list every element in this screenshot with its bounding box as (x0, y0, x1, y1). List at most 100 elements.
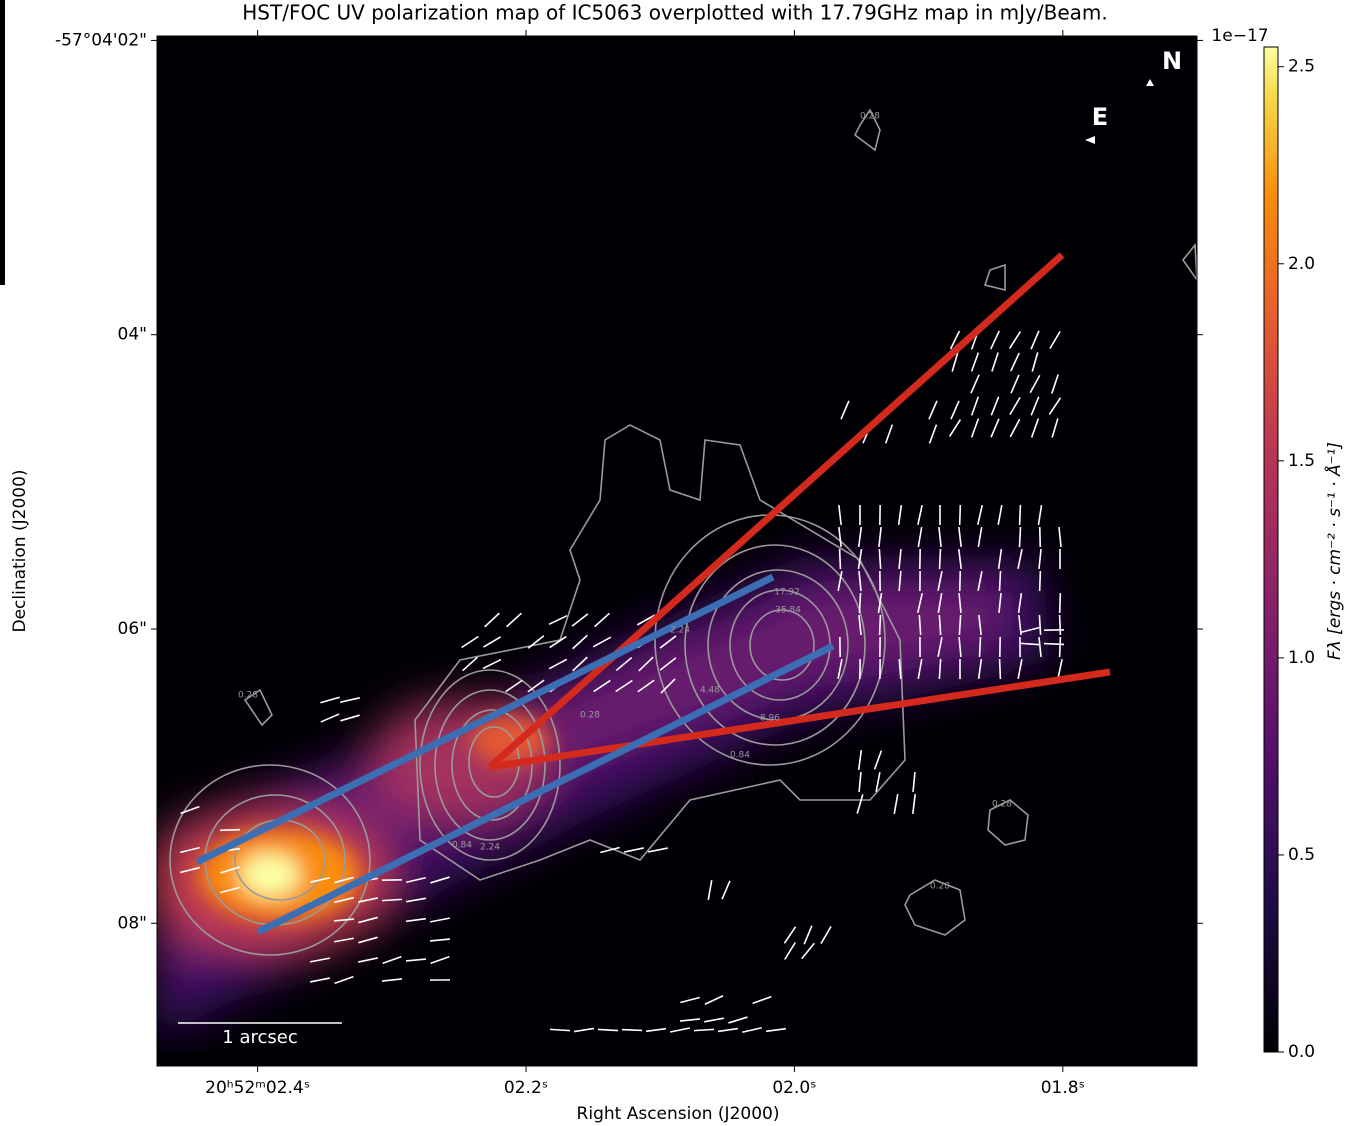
polarization-vector (938, 526, 942, 548)
polarization-vector (742, 1026, 762, 1034)
polarization-vector (660, 678, 676, 694)
polarization-vector (1018, 526, 1022, 548)
north-arrow (1146, 79, 1154, 86)
polarization-vector (958, 548, 962, 570)
polarization-vector (765, 1027, 787, 1033)
polarization-vector (728, 1016, 748, 1024)
polarization-vector (937, 571, 943, 591)
polarization-vector (1018, 504, 1022, 526)
polarization-vector (358, 916, 378, 924)
polarization-vector (838, 548, 842, 570)
polarization-vector (1058, 614, 1062, 636)
polarization-vector (461, 635, 479, 649)
y-tick-label: 06" (118, 619, 147, 639)
polarization-vector (320, 713, 340, 723)
y-tick-label: -57°04'02" (55, 30, 147, 50)
colorbar-tick-label: 2.5 (1288, 57, 1315, 77)
polarization-vector (928, 424, 938, 444)
polarization-vector (858, 592, 862, 614)
colorbar-tick-label: 0.0 (1288, 1042, 1315, 1062)
polarization-vector (937, 593, 943, 613)
polarization-vector (877, 592, 883, 614)
cone-edge (489, 668, 1111, 771)
polarization-vector (1009, 418, 1021, 438)
polarization-vector (1030, 330, 1040, 350)
polarization-vector (406, 897, 426, 903)
polarization-vector (897, 504, 903, 526)
polarization-vector (659, 657, 677, 671)
polarization-vector (997, 548, 1003, 570)
polarization-vector (659, 635, 677, 649)
polarization-vector (958, 504, 962, 526)
polarization-vector (358, 936, 378, 944)
polarization-vector (858, 771, 862, 793)
polarization-vector (1038, 548, 1042, 570)
polarization-vector (621, 1028, 643, 1032)
polarization-vector (721, 880, 731, 900)
polarization-vector (334, 937, 354, 943)
polarization-vector (998, 658, 1002, 680)
polarization-vector (310, 977, 330, 983)
polarization-vector (1030, 418, 1040, 438)
polarization-vector (978, 636, 982, 658)
polarization-vector (878, 614, 882, 636)
polarization-vector (1049, 330, 1061, 350)
y-tick-label: 08" (118, 913, 147, 933)
polarization-vector (998, 592, 1002, 614)
polarization-vector (430, 955, 450, 965)
contour-label: 0.28 (238, 691, 258, 701)
polarization-vector (918, 614, 922, 636)
polarization-vector (912, 793, 916, 815)
polarization-vector (600, 846, 620, 854)
contour-label: 8.96 (760, 714, 780, 724)
polarization-vector (801, 942, 815, 960)
polarization-vector (948, 419, 962, 437)
polarization-vector (884, 424, 894, 444)
polarization-vector (998, 570, 1002, 592)
polarization-vector (340, 714, 360, 722)
polarization-vector (645, 1027, 667, 1033)
polarization-vector (592, 636, 612, 648)
polarization-vector (1010, 374, 1020, 394)
contour-labels: 0.28 0.28 0.28 0.28 0.28 0.84 0.84 2.24 2.24 4.48… (238, 112, 1012, 892)
polarization-vector (977, 571, 983, 591)
polarization-vector (310, 957, 330, 963)
polarization-vector (1038, 614, 1042, 636)
polarization-vector (912, 771, 916, 793)
contour-label: 0.28 (860, 112, 880, 122)
polarization-vector (1058, 526, 1062, 548)
polarization-vector (340, 697, 360, 703)
polarization-vector (482, 658, 502, 670)
polarization-vector (382, 955, 402, 965)
polarization-vector (527, 635, 545, 649)
polarization-vector (571, 613, 589, 627)
contour-label: 0.28 (992, 800, 1012, 810)
chart-title: HST/FOC UV polarization map of IC5063 ov… (242, 1, 1107, 25)
polarization-vector (898, 570, 902, 592)
polarization-vector (597, 1028, 619, 1032)
contour-label: 0.84 (452, 841, 472, 851)
polarization-vector (636, 614, 656, 626)
polarization-vector (572, 634, 588, 650)
polarization-vector (840, 400, 850, 420)
polarization-vector (958, 636, 962, 658)
polarization-vector (938, 658, 942, 680)
polarization-vector (527, 679, 545, 693)
polarization-vector (484, 612, 500, 628)
polarization-vector (704, 1017, 724, 1023)
polarization-vector (707, 880, 713, 900)
polarization-vector (878, 548, 882, 570)
polarization-vector (334, 896, 354, 904)
polarization-vector (549, 1028, 571, 1032)
polarization-vector (548, 614, 568, 626)
polarization-vector (893, 794, 899, 814)
polarization-vector (917, 505, 923, 525)
polarization-vector (752, 995, 772, 1005)
polarization-vector (358, 897, 378, 903)
polarization-vector (950, 400, 960, 420)
polarization-vector (873, 750, 883, 770)
polarization-vector (310, 876, 330, 884)
polarization-vector (857, 526, 863, 548)
polarization-vector (949, 330, 961, 350)
polarization-vector (1017, 549, 1023, 569)
